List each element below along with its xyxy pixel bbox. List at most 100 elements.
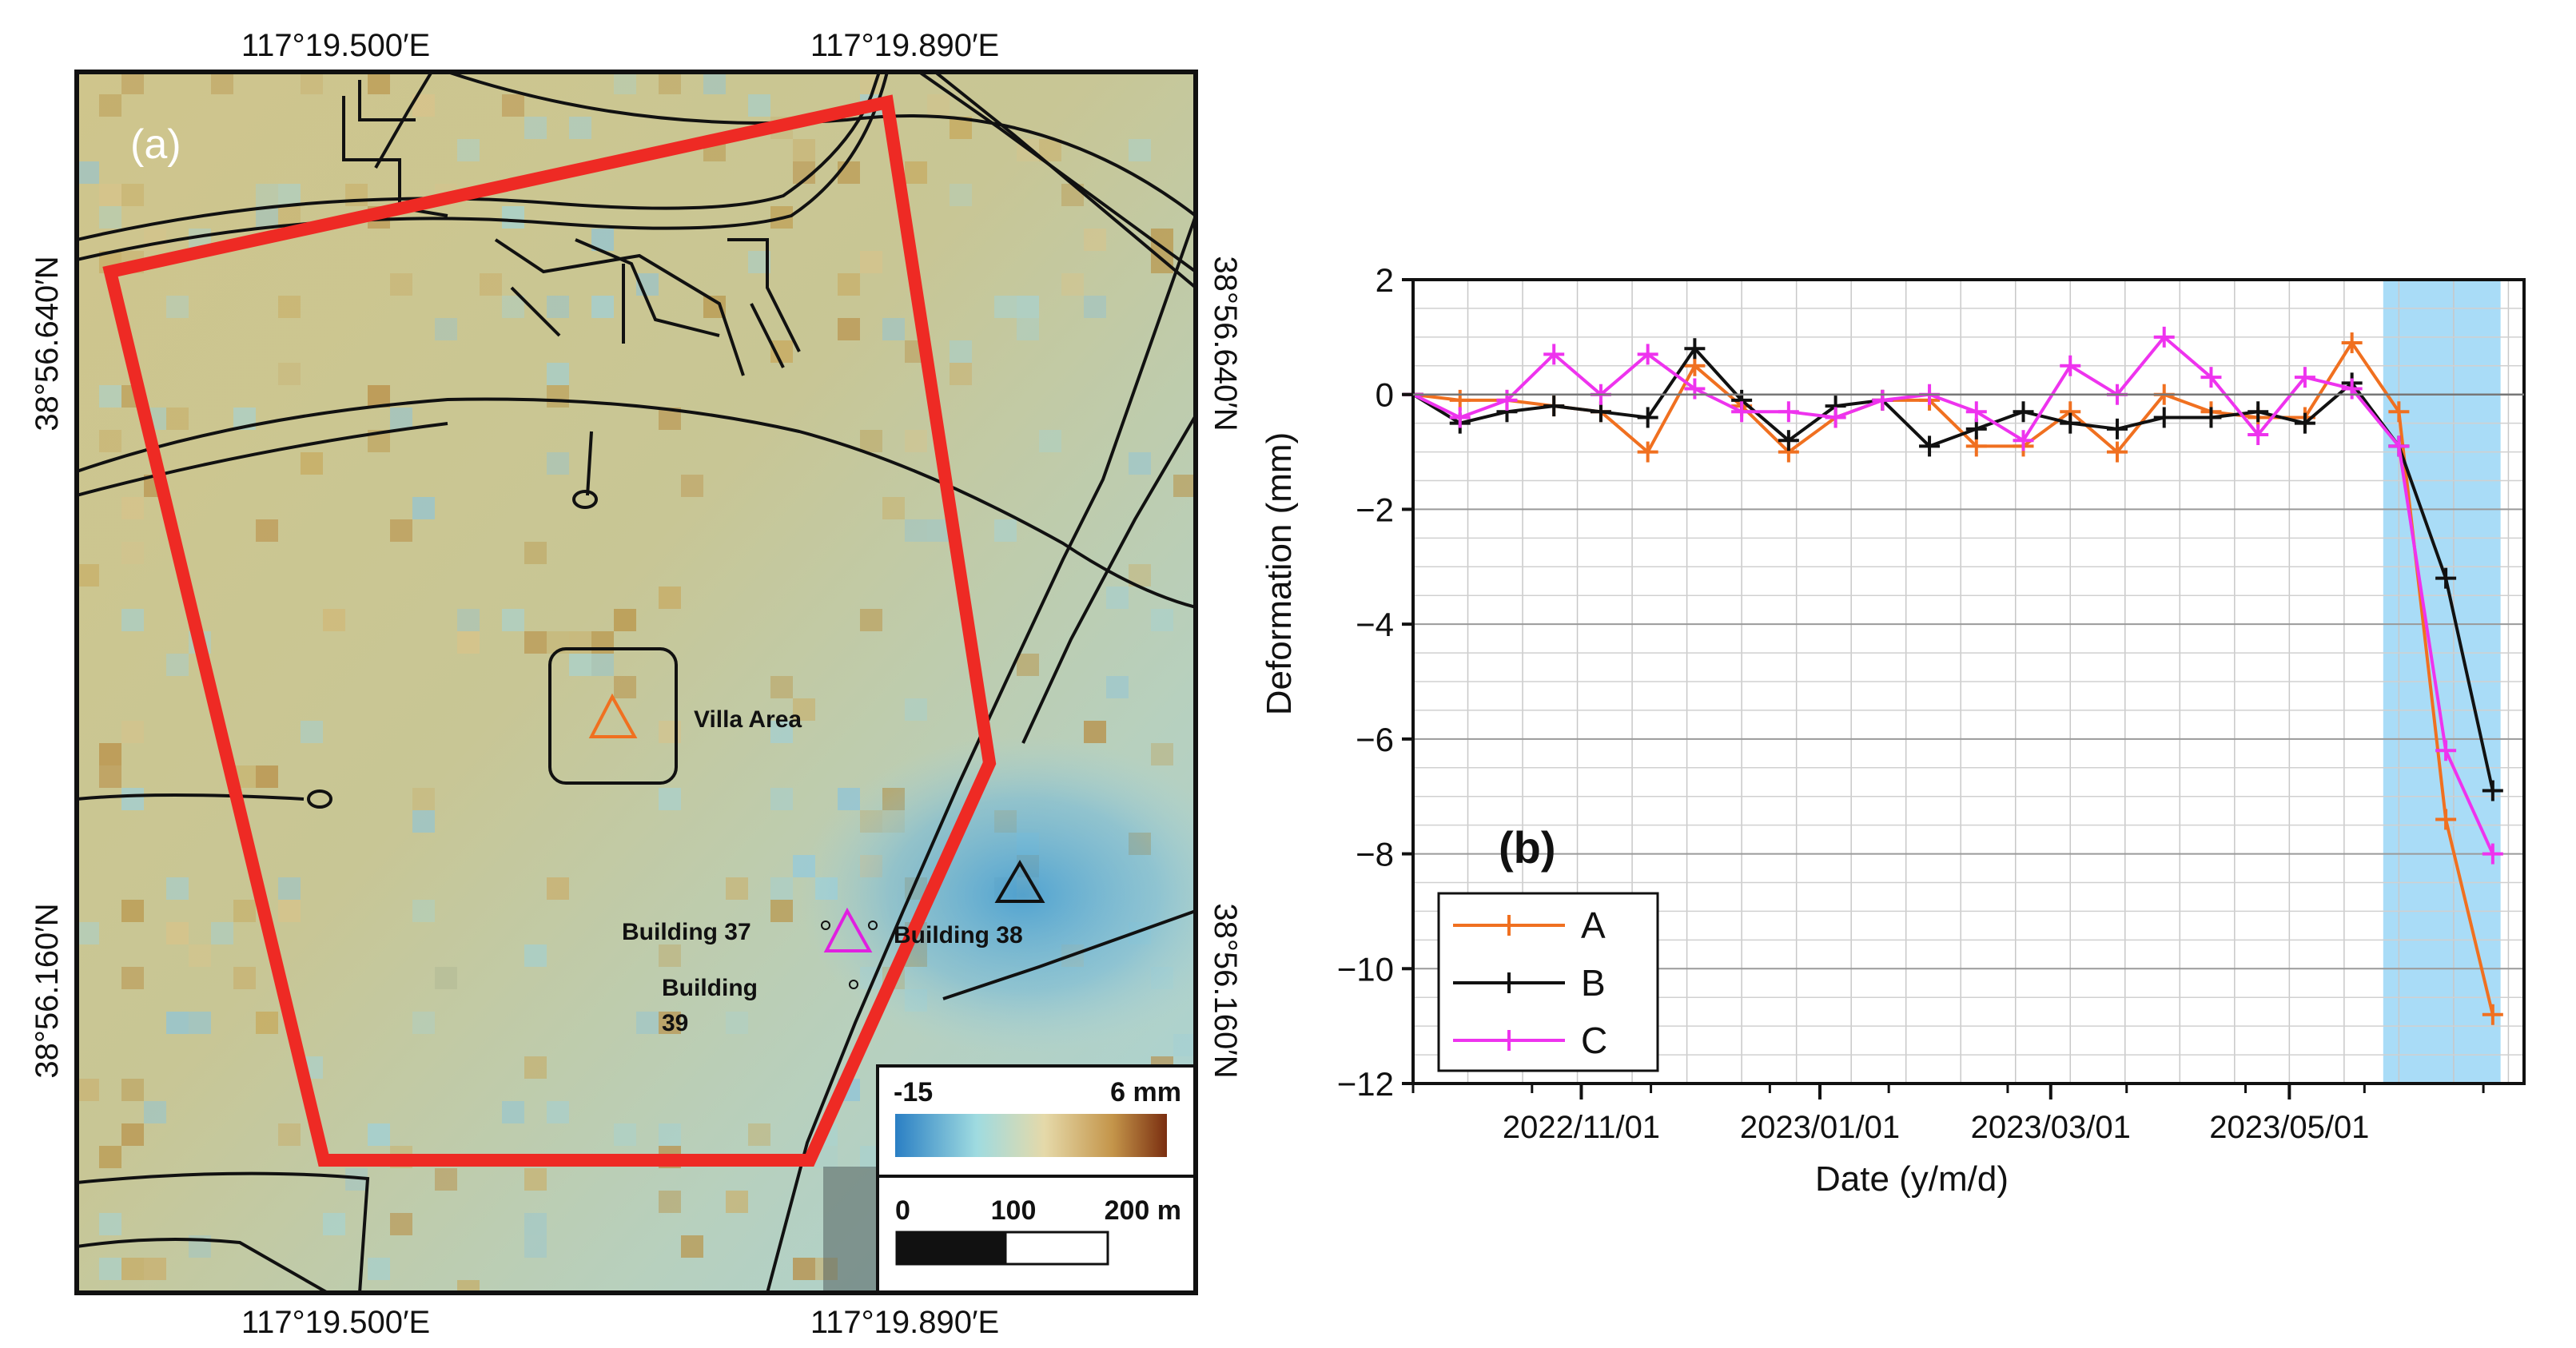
deformation-pixel [99, 1146, 121, 1168]
x-axis-title: Date (y/m/d) [1815, 1159, 2009, 1199]
lat-right-bottom: 38°56.160′N [1208, 903, 1243, 1078]
data-point-c [2388, 435, 2410, 457]
deformation-pixel [211, 922, 233, 944]
deformation-pixel [905, 698, 927, 721]
deformation-pixel [1106, 587, 1129, 609]
data-point-c [2435, 740, 2457, 761]
deformation-pixel [882, 318, 905, 340]
deformation-pixel [860, 609, 882, 631]
data-point-c [1637, 344, 1658, 365]
x-tick-label: 2023/03/01 [1971, 1110, 2131, 1145]
deformation-pixel [457, 139, 480, 161]
data-point-a [2482, 1004, 2503, 1025]
x-tick-label: 2023/01/01 [1740, 1110, 1900, 1145]
deformation-pixel [99, 385, 121, 408]
lat-left-top: 38°56.640′N [30, 256, 65, 431]
x-tick-label: 2023/05/01 [2209, 1110, 2369, 1145]
deformation-pixel [412, 900, 435, 922]
deformation-pixel [994, 296, 1017, 318]
deformation-pixel [301, 721, 323, 743]
y-tick-label: 2 [1376, 261, 1394, 299]
data-point-b [2435, 567, 2457, 589]
deformation-pixel [1084, 229, 1106, 251]
deformation-pixel [1017, 654, 1039, 676]
deformation-pixel [278, 296, 301, 318]
panel-a-map: Villa Area Building 37 Building 38 Build… [30, 28, 1243, 1340]
deformation-pixel [770, 900, 793, 922]
deformation-pixel [368, 72, 390, 94]
deformation-pixel [726, 877, 748, 900]
deformation-pixel [524, 1168, 547, 1191]
data-point-a [1637, 441, 1658, 463]
building-38-point [868, 921, 878, 930]
deformation-pixel [703, 72, 726, 94]
deformation-pixel [121, 1123, 144, 1146]
data-point-a [2388, 401, 2410, 423]
deformation-pixel [726, 1191, 748, 1213]
building-39-label-line2: 39 [662, 1010, 688, 1036]
deformation-pixel [659, 1191, 681, 1213]
deformation-pixel [368, 1258, 390, 1280]
colorbar-min-label: -15 [894, 1077, 933, 1107]
deformation-pixel [211, 72, 233, 94]
deformation-pixel [435, 318, 457, 340]
data-point-b [2248, 401, 2269, 423]
chart-axes: 2 0 −2 −4 −6 −8 −10 −12 2022/11/01 2023/01/01 2023… [1337, 261, 2526, 1145]
lat-left-bottom: 38°56.160′N [30, 903, 65, 1078]
deformation-pixel [838, 318, 860, 340]
data-point-b [1684, 338, 1706, 360]
deformation-pixel [547, 385, 569, 408]
deformation-pixel [860, 251, 882, 273]
deformation-pixel [838, 161, 860, 184]
deformation-pixel [547, 1101, 569, 1123]
deformation-pixel [121, 184, 144, 206]
colorbar-max-label: 6 mm [1110, 1077, 1181, 1107]
deformation-pixel [323, 609, 345, 631]
deformation-pixel [121, 609, 144, 631]
deformation-pixel [144, 1258, 166, 1280]
deformation-pixel [1061, 273, 1084, 296]
deformation-pixel [950, 184, 972, 206]
panel-b-label: (b) [1499, 822, 1556, 873]
y-tick-label: −8 [1356, 836, 1394, 873]
deformation-pixel [77, 161, 99, 184]
data-point-c [1543, 344, 1565, 365]
deformation-pixel [233, 900, 256, 922]
x-tick-label: 2022/11/01 [1503, 1110, 1660, 1145]
legend-entry-a: A [1453, 905, 1606, 946]
data-point-c [1825, 407, 1846, 428]
data-point-c [1496, 389, 1518, 411]
deformation-pixel [905, 161, 927, 184]
panel-a-label: (a) [130, 121, 181, 168]
deformation-pixel [614, 676, 636, 698]
deformation-pixel [121, 1079, 144, 1101]
chart-legend: ABC [1437, 892, 1659, 1072]
deformation-pixel [457, 631, 480, 654]
series-line-c [1412, 335, 2494, 855]
deformation-pixel [547, 363, 569, 385]
deformation-pixel [278, 184, 301, 206]
building-39-point [849, 980, 858, 989]
data-point-c [1731, 401, 1753, 423]
colorbar [895, 1114, 1167, 1157]
deformation-pixel [144, 229, 166, 251]
deformation-pixel [166, 408, 189, 430]
deformation-pixel [412, 1012, 435, 1034]
scalebar-label-0: 0 [895, 1195, 910, 1226]
deformation-pixel [278, 1123, 301, 1146]
deformation-pixel [502, 296, 524, 318]
deformation-pixel [323, 609, 345, 631]
deformation-pixel [524, 944, 547, 967]
lon-bottom-left: 117°19.500′E [241, 1305, 430, 1340]
legend-entry-c: C [1453, 1020, 1607, 1061]
lon-top-left: 117°19.500′E [241, 28, 430, 63]
building-37-point [821, 921, 830, 930]
panel-b-chart: 2 0 −2 −4 −6 −8 −10 −12 2022/11/01 2023/01/01 2023… [1260, 261, 2526, 1199]
deformation-pixel [524, 117, 547, 139]
data-point-c [1872, 389, 1893, 411]
villa-area-box [548, 647, 678, 785]
deformation-pixel [99, 430, 121, 452]
data-point-c [1778, 401, 1799, 423]
building-38-label: Building 38 [894, 922, 1023, 948]
data-point-c [2482, 843, 2503, 865]
